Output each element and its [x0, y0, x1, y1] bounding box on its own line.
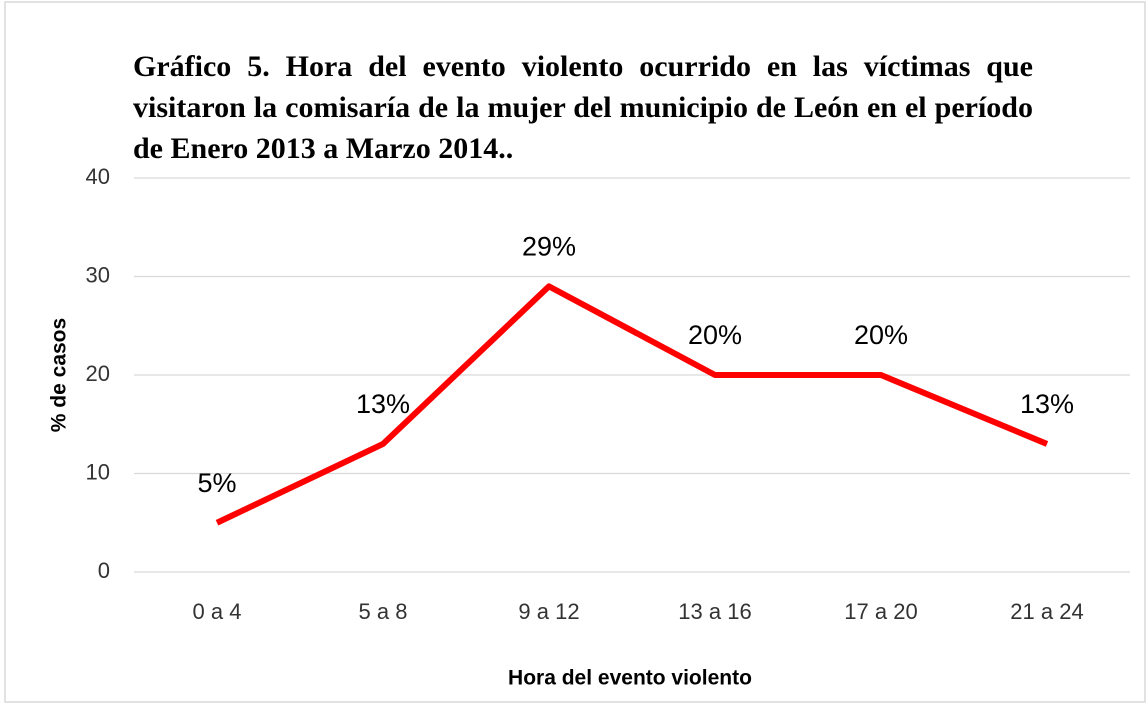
y-tick-label: 10 [86, 459, 110, 484]
x-tick-label: 0 a 4 [193, 599, 242, 624]
chart-border [4, 1, 1146, 703]
chart-title: Gráfico 5. Hora del evento violento ocur… [133, 50, 1033, 165]
data-label: 20% [854, 320, 908, 350]
data-label: 13% [1020, 389, 1074, 419]
y-tick-label: 40 [86, 164, 110, 189]
data-label: 5% [197, 468, 236, 498]
y-tick-label: 30 [86, 262, 110, 287]
x-tick-label: 9 a 12 [518, 599, 579, 624]
data-label: 13% [356, 389, 410, 419]
x-axis-label: Hora del evento violento [508, 667, 752, 690]
data-label: 29% [522, 231, 576, 261]
x-tick-label: 21 a 24 [1010, 599, 1083, 624]
x-tick-label: 5 a 8 [359, 599, 408, 624]
data-line [215, 283, 1049, 526]
y-axis-label: % de casos [48, 318, 71, 432]
x-tick-label: 13 a 16 [678, 599, 751, 624]
data-label: 20% [688, 320, 742, 350]
x-tick-label: 17 a 20 [844, 599, 917, 624]
y-tick-label: 20 [86, 361, 110, 386]
y-tick-label: 0 [98, 558, 110, 583]
